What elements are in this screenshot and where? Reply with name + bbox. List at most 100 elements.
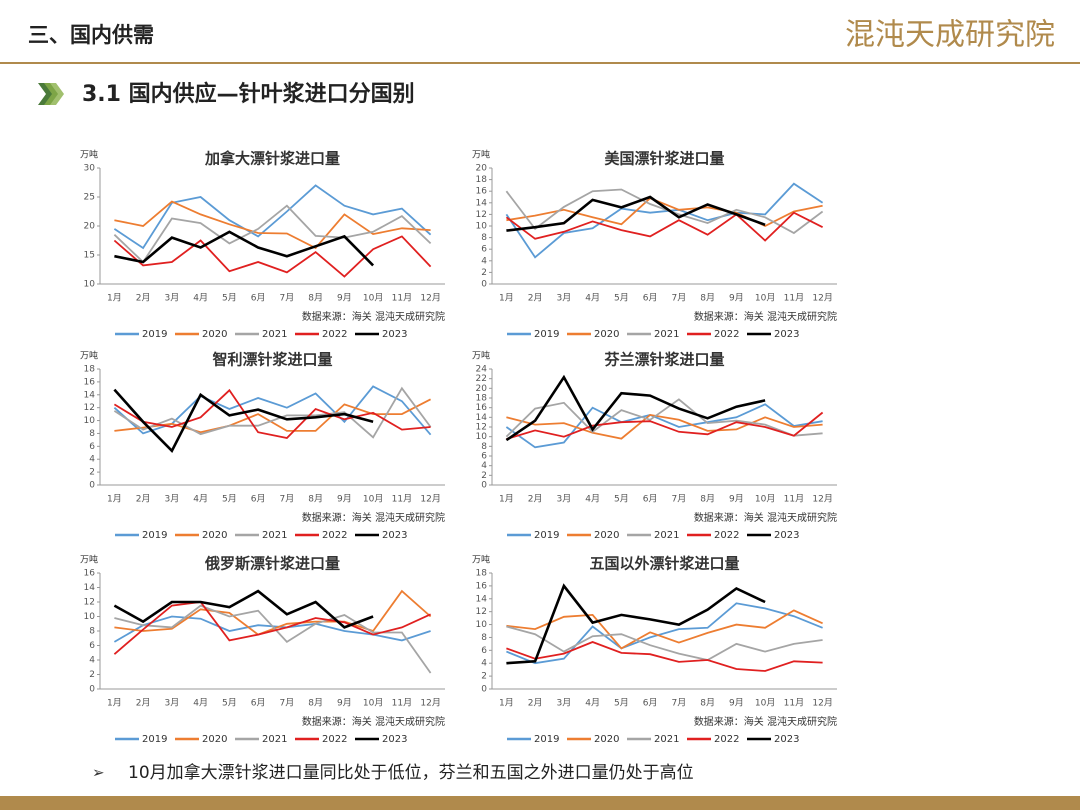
y-tick-label: 12 [84,403,95,413]
y-tick-label: 8 [89,429,95,439]
series-line [506,625,823,661]
y-tick-label: 24 [476,365,488,375]
x-tick-label: 7月 [280,494,295,505]
chevron-icon [44,83,64,105]
x-tick-label: 9月 [729,698,744,709]
x-tick-label: 4月 [585,698,600,709]
x-tick-label: 8月 [700,494,715,505]
legend-label: 2021 [654,329,679,340]
y-tick-label: 12 [84,598,95,608]
x-tick-label: 6月 [251,494,266,505]
legend-label: 2021 [654,734,679,745]
legend-label: 2022 [322,329,347,340]
x-tick-label: 3月 [557,494,572,505]
x-tick-label: 11月 [392,698,412,709]
y-tick-label: 16 [476,187,488,197]
y-tick-label: 2 [89,670,95,680]
series-line [506,641,823,672]
y-tick-label: 10 [84,416,96,426]
series-line [506,411,824,440]
y-unit: 万吨 [472,350,490,362]
x-tick-label: 8月 [700,698,715,709]
series-line [505,182,824,259]
y-tick-label: 18 [476,394,488,404]
x-tick-label: 11月 [392,494,412,505]
section-title: 三、国内供需 [28,23,154,47]
y-tick-label: 0 [481,280,487,290]
y-tick-label: 2 [481,471,487,481]
source: 数据来源：海关 混沌天成研究院 [302,511,445,524]
y-tick-label: 20 [476,164,488,174]
x-tick-label: 12月 [420,293,440,304]
x-tick-label: 12月 [812,698,832,709]
legend-label: 2019 [142,329,167,340]
x-tick-label: 8月 [308,494,323,505]
series-line [114,398,432,434]
series-line [113,204,432,264]
x-tick-label: 3月 [165,293,180,304]
y-tick-label: 20 [84,222,96,232]
x-tick-label: 12月 [420,698,440,709]
x-tick-label: 4月 [193,293,208,304]
chart-title: 加拿大漂针浆进口量 [204,150,340,168]
y-tick-label: 8 [481,633,487,643]
logo: 混沌天成研究院 [845,18,1055,53]
legend-label: 2023 [382,329,407,340]
series-line [114,200,431,250]
y-tick-label: 14 [84,390,96,400]
legend-label: 2023 [382,530,407,541]
y-tick-label: 6 [481,646,487,656]
series-line [113,184,432,250]
chart-title: 美国漂针浆进口量 [604,150,724,168]
x-tick-label: 10月 [755,698,775,709]
y-tick-label: 0 [89,685,95,695]
legend-label: 2020 [594,329,619,340]
y-unit: 万吨 [80,350,98,362]
x-tick-label: 1月 [107,293,122,304]
source: 数据来源：海关 混沌天成研究院 [302,715,445,728]
x-tick-label: 9月 [729,293,744,304]
x-tick-label: 8月 [308,293,323,304]
x-tick-label: 2月 [136,494,151,505]
y-tick-label: 18 [84,365,96,375]
x-tick-label: 2月 [136,293,151,304]
series-line [113,601,431,655]
x-tick-label: 10月 [363,494,383,505]
y-tick-label: 6 [481,245,487,255]
x-tick-label: 10月 [755,293,775,304]
x-tick-label: 6月 [643,698,658,709]
x-tick-label: 5月 [614,494,629,505]
y-tick-label: 8 [481,442,487,452]
series-line [505,211,824,242]
x-tick-label: 12月 [812,494,832,505]
chart-title: 俄罗斯漂针浆进口量 [204,555,340,573]
series-line [114,589,432,636]
conclusion: 10月加拿大漂针浆进口量同比处于低位，芬兰和五国之外进口量仍处于高位 [128,762,694,783]
y-tick-label: 10 [84,612,96,622]
series-line [114,230,375,267]
chart-title: 五国以外漂针浆进口量 [589,555,739,573]
legend-label: 2019 [142,734,167,745]
y-tick-label: 22 [476,374,487,384]
y-tick-label: 14 [476,413,488,423]
legend-label: 2022 [322,530,347,541]
y-tick-label: 0 [481,481,487,491]
y-tick-label: 6 [89,442,95,452]
legend-label: 2023 [774,530,799,541]
x-tick-label: 2月 [528,494,543,505]
x-tick-label: 7月 [672,494,687,505]
x-tick-label: 10月 [363,293,383,304]
legend-label: 2019 [534,530,559,541]
legend-label: 2023 [382,734,407,745]
x-tick-label: 3月 [165,698,180,709]
x-tick-label: 7月 [280,698,295,709]
legend-label: 2020 [202,329,227,340]
legend-label: 2022 [322,734,347,745]
x-tick-label: 11月 [784,494,804,505]
series-line [506,195,766,232]
x-tick-label: 5月 [222,494,237,505]
x-tick-label: 11月 [392,293,412,304]
y-tick-label: 12 [476,607,487,617]
y-tick-label: 8 [481,233,487,243]
y-tick-label: 15 [84,251,95,261]
